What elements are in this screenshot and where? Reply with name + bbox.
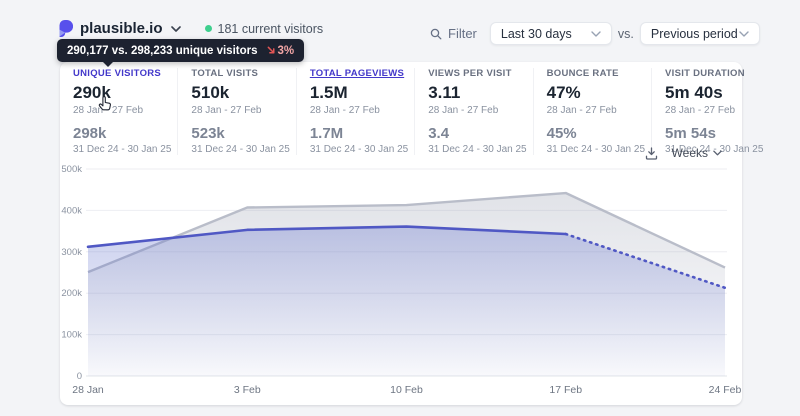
metric-visit-duration[interactable]: VISIT DURATION 5m 40s 28 Jan - 27 Feb 5m 54… (651, 68, 769, 155)
chevron-down-icon (591, 30, 601, 37)
metric-label: TOTAL PAGEVIEWS (309, 68, 405, 79)
current-visitors[interactable]: 181 current visitors (204, 21, 324, 36)
metric-total-visits[interactable]: TOTAL VISITS 510k 28 Jan - 27 Feb 523k 31 De… (177, 68, 295, 155)
metric-prev: 5m 54s (665, 125, 716, 142)
comparison-tooltip: 290,177 vs. 298,233 unique visitors 3% (57, 39, 305, 67)
plausible-logo-icon (58, 20, 73, 37)
interval-select[interactable]: Weeks (672, 146, 722, 160)
metric-period: 28 Jan - 27 Feb (546, 105, 617, 116)
y-tick-label: 0 (77, 371, 82, 382)
metric-prev: 1.7M (309, 125, 344, 142)
tooltip-text: 290,177 vs. 298,233 unique visitors (67, 44, 258, 57)
x-tick-label: 17 Feb (549, 384, 582, 396)
metric-unique-visitors[interactable]: UNIQUE VISITORS 290k 28 Jan - 27 Feb 298k 31… (60, 68, 177, 155)
search-icon (430, 28, 442, 39)
metric-prev-period: 31 Dec 24 - 30 Jan 25 (546, 144, 646, 155)
metric-prev: 45% (546, 125, 577, 142)
metric-prev: 298k (73, 125, 107, 142)
chart-header: Weeks (645, 146, 722, 160)
metric-value: 5m 40s (665, 83, 723, 102)
tooltip-change: 3% (267, 45, 294, 57)
dashboard-card: UNIQUE VISITORS 290k 28 Jan - 27 Feb 298k 31… (60, 62, 763, 405)
metric-views-per-visit[interactable]: VIEWS PER VISIT 3.11 28 Jan - 27 Feb 3.4 31 … (414, 68, 532, 155)
metric-value: 47% (546, 83, 581, 102)
date-range-select[interactable]: Last 30 days (489, 22, 612, 45)
compare-select[interactable]: Previous period (639, 22, 760, 45)
chevron-down-icon (170, 25, 181, 32)
date-range-value: Last 30 days (500, 26, 572, 41)
metric-label: BOUNCE RATE (546, 68, 619, 79)
metric-period: 28 Jan - 27 Feb (191, 105, 262, 116)
metric-period: 28 Jan - 27 Feb (309, 105, 380, 116)
metric-period: 28 Jan - 27 Feb (428, 105, 499, 116)
metric-label: UNIQUE VISITORS (73, 68, 162, 79)
site-switcher[interactable]: plausible.io (58, 20, 181, 37)
metric-prev-period: 31 Dec 24 - 30 Jan 25 (665, 144, 764, 155)
x-tick-label: 24 Feb (709, 384, 742, 396)
filter-label: Filter (448, 26, 477, 41)
vs-label: vs. (617, 26, 634, 41)
metric-period: 28 Jan - 27 Feb (665, 105, 736, 116)
visitors-chart[interactable]: 0 100k 200k 300k 400k 500k 28 Jan 3 Feb 10 Feb 17… (60, 159, 742, 405)
toolbar: Filter Last 30 days vs. Previous period (430, 22, 760, 45)
metric-prev-period: 31 Dec 24 - 30 Jan 25 (191, 144, 290, 155)
y-tick-label: 500k (61, 164, 82, 175)
previous-period-line (87, 191, 726, 274)
live-dot-icon (204, 25, 212, 32)
metrics-row: UNIQUE VISITORS 290k 28 Jan - 27 Feb 298k 31… (60, 68, 763, 155)
metric-value: 1.5M (309, 83, 348, 102)
y-tick-label: 400k (61, 205, 82, 216)
metric-prev-period: 31 Dec 24 - 30 Jan 25 (309, 144, 409, 155)
metric-prev: 523k (191, 125, 225, 142)
site-name: plausible.io (80, 20, 163, 37)
download-icon[interactable] (645, 146, 658, 160)
x-tick-label: 28 Jan (72, 384, 104, 396)
interval-value: Weeks (671, 146, 708, 160)
filter-button[interactable]: Filter (430, 26, 477, 41)
y-tick-label: 300k (61, 247, 82, 258)
y-tick-label: 100k (61, 330, 82, 341)
metric-prev: 3.4 (428, 125, 450, 142)
chevron-down-icon (713, 150, 722, 156)
current-period-projection-line (564, 232, 727, 290)
metric-prev-period: 31 Dec 24 - 30 Jan 25 (73, 144, 172, 155)
metric-label: VISIT DURATION (665, 68, 745, 79)
metric-total-pageviews[interactable]: TOTAL PAGEVIEWS 1.5M 28 Jan - 27 Feb 1.7M 31… (295, 68, 414, 155)
metric-bounce-rate[interactable]: BOUNCE RATE 47% 28 Jan - 27 Feb 45% 31 Dec 2… (532, 68, 651, 155)
metric-value: 3.11 (428, 83, 461, 102)
current-period-line (86, 225, 568, 249)
current-visitors-label: 181 current visitors (217, 21, 324, 36)
top-bar: plausible.io 181 current visitors (58, 20, 323, 37)
arrow-down-right-icon (267, 46, 275, 54)
compare-value: Previous period (650, 26, 738, 41)
metric-label: TOTAL VISITS (191, 68, 259, 79)
metric-prev-period: 31 Dec 24 - 30 Jan 25 (428, 144, 527, 155)
metric-value: 290k (73, 83, 111, 102)
metric-period: 28 Jan - 27 Feb (73, 105, 144, 116)
metric-label: VIEWS PER VISIT (428, 68, 512, 79)
current-period-area (88, 226, 725, 376)
metric-value: 510k (191, 83, 230, 102)
x-tick-label: 10 Feb (390, 384, 423, 396)
y-tick-label: 200k (61, 288, 82, 299)
chevron-down-icon (739, 30, 749, 37)
x-tick-label: 3 Feb (234, 384, 261, 396)
